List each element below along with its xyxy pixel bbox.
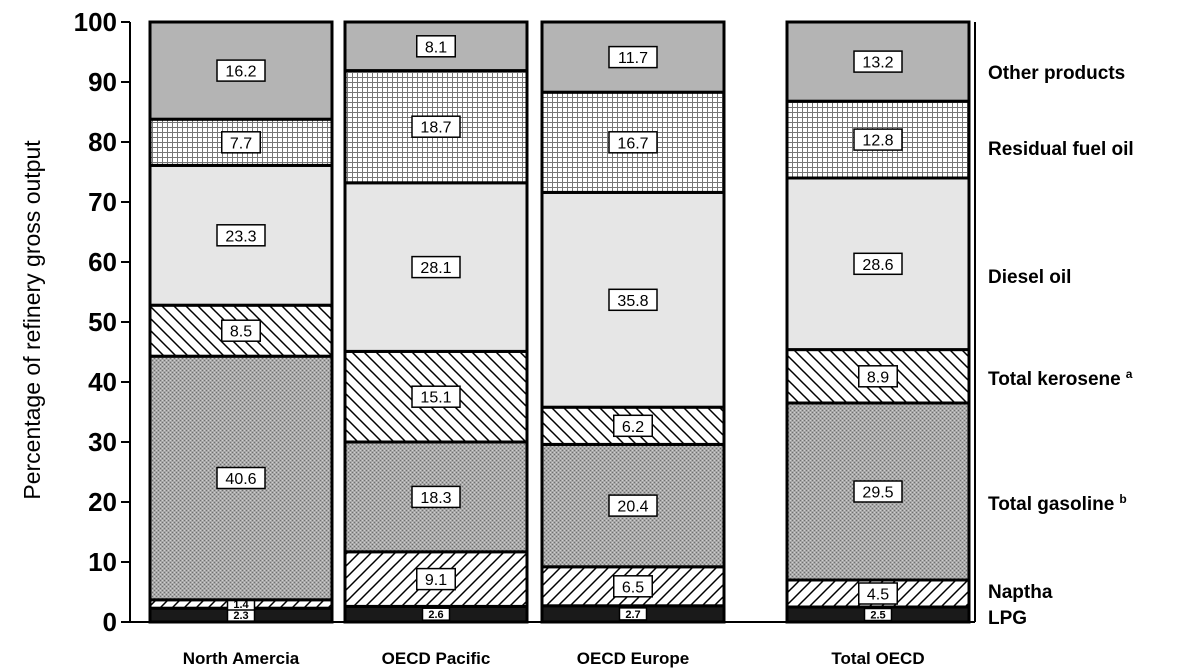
- value-label-box: [853, 128, 903, 151]
- value-label: 35.8: [617, 293, 648, 310]
- value-label: 4.5: [867, 587, 889, 604]
- value-label-box: [608, 494, 658, 517]
- value-label-box: [411, 255, 461, 279]
- bar-segment-other-products: [540, 20, 726, 94]
- value-label-box: [613, 575, 653, 598]
- value-label: 2.5: [870, 610, 885, 622]
- value-label-box: [853, 50, 903, 73]
- y-tick-label: 100: [74, 7, 117, 37]
- value-label: 40.6: [225, 471, 256, 488]
- y-tick-label: 70: [88, 187, 117, 217]
- value-label: 28.1: [420, 260, 451, 277]
- value-label: 12.8: [862, 133, 893, 150]
- value-label-box: [416, 567, 456, 591]
- value-label-box: [411, 385, 461, 408]
- value-label: 16.2: [225, 64, 256, 81]
- y-tick-label: 90: [88, 67, 117, 97]
- value-label-box: [853, 252, 903, 276]
- value-label: 8.9: [867, 369, 889, 386]
- value-label-box: [858, 365, 898, 388]
- bar-stack-total-oecd: 2.5 4.5 29.5 8.9 28.6 12.8 13.2: [785, 20, 971, 624]
- value-label: 7.7: [230, 135, 252, 152]
- x-axis-categories: North Amercia OECD Pacific OECD Europe Tota…: [183, 649, 925, 668]
- bar-stack-oecd-europe: 2.7 6.5 20.4 6.2 35.8 16.7 11.7: [540, 20, 726, 624]
- value-label: 2.7: [625, 609, 640, 621]
- legend-label-lpg: LPG: [988, 608, 1027, 629]
- value-label-box: [221, 131, 261, 154]
- x-category-label: OECD Europe: [577, 649, 689, 668]
- bar-stack-oecd-pacific: 2.6 9.1 18.3 15.1 28.1 18.7 8.1: [343, 20, 529, 624]
- value-label: 8.1: [425, 39, 447, 56]
- value-label: 18.3: [420, 490, 451, 507]
- value-label-box: [216, 59, 266, 82]
- value-label-box: [608, 131, 658, 154]
- y-tick-label: 20: [88, 487, 117, 517]
- value-label: 2.6: [428, 609, 443, 621]
- x-category-label: OECD Pacific: [382, 649, 491, 668]
- bar-segment-other-products: [785, 20, 971, 103]
- y-tick-label: 50: [88, 307, 117, 337]
- value-label-box: [608, 288, 658, 312]
- series-labels: LPG Naptha Total gasoline b Total kerosene a D…: [988, 63, 1134, 629]
- legend-label-diesel-oil: Diesel oil: [988, 267, 1071, 288]
- bar-segment-other-products: [343, 20, 529, 73]
- legend-label-total-gasoline: Total gasoline b: [988, 492, 1127, 515]
- bar-segment-diesel-oil: [148, 163, 334, 307]
- x-category-label: North Amercia: [183, 649, 300, 668]
- value-label: 11.7: [618, 50, 648, 67]
- legend-label-residual-fuel-oil: Residual fuel oil: [988, 139, 1134, 160]
- value-label-box: [618, 607, 648, 621]
- bars: 2.31.4 40.6 8.5 23.3 7.7 16.2 2.6 9.1 18.3 15.1 28…: [148, 20, 971, 624]
- value-label: 2.3: [233, 610, 248, 622]
- value-label-box: [411, 485, 461, 509]
- value-label-box: [421, 607, 451, 621]
- y-tick-label: 80: [88, 127, 117, 157]
- value-label-box: [216, 224, 266, 247]
- value-label-box: [411, 115, 461, 138]
- value-label: 13.2: [862, 55, 893, 72]
- value-label: 18.7: [420, 120, 451, 137]
- value-label-box: [216, 466, 266, 490]
- y-tick-label: 40: [88, 367, 117, 397]
- value-label-box: [608, 45, 658, 69]
- value-label: 8.5: [230, 324, 252, 341]
- legend-label-total-kerosene: Total kerosene a: [988, 367, 1133, 390]
- value-label-box: [416, 35, 456, 58]
- y-tick-label: 0: [103, 607, 117, 637]
- value-label: 23.3: [225, 228, 256, 245]
- y-tick-label: 10: [88, 547, 117, 577]
- value-label: 28.6: [862, 257, 893, 274]
- value-label-box: [221, 319, 261, 342]
- value-label-box: [853, 480, 903, 503]
- bar-stack-north-amercia: 2.31.4 40.6 8.5 23.3 7.7 16.2: [148, 20, 334, 624]
- x-category-label: Total OECD: [831, 649, 924, 668]
- y-tick-label: 60: [88, 247, 117, 277]
- value-label: 6.5: [622, 579, 644, 596]
- value-label: 6.2: [622, 419, 644, 436]
- value-label-box: [613, 414, 653, 438]
- legend-label-naptha: Naptha: [988, 582, 1053, 603]
- value-label: 29.5: [862, 485, 893, 502]
- y-tick-label: 30: [88, 427, 117, 457]
- y-axis-label: Percentage of refinery gross output: [19, 140, 45, 500]
- value-label: 9.1: [425, 572, 447, 589]
- value-label: 1.4: [233, 599, 249, 611]
- legend-label-other-products: Other products: [988, 63, 1125, 84]
- value-label: 20.4: [617, 499, 648, 516]
- y-axis: 0 10 20 30 40 50 60 70 80 90 100: [74, 7, 976, 637]
- value-label: 16.7: [617, 135, 648, 152]
- value-label: 15.1: [420, 390, 451, 407]
- value-label-box: [858, 582, 898, 605]
